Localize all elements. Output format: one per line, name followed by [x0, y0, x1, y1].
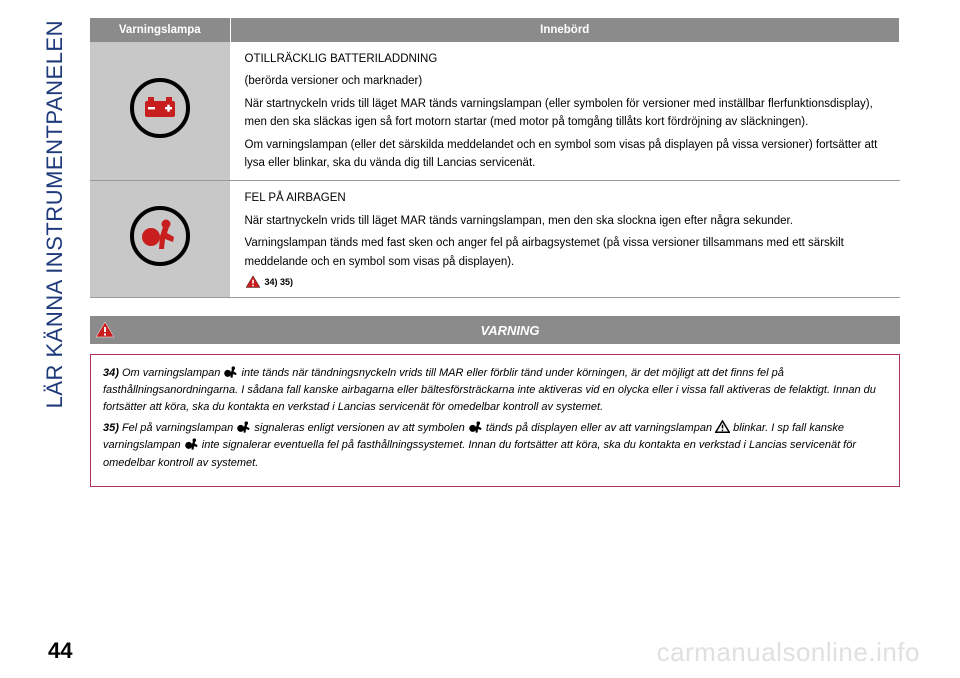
warning-triangle-icon [95, 321, 115, 339]
airbag-warning-icon [129, 205, 191, 267]
watermark: carmanualsonline.info [657, 637, 920, 668]
lamp-icon-cell [90, 181, 230, 298]
desc-title: FEL PÅ AIRBAGEN [245, 189, 886, 207]
notice-text: Om varningslampan [119, 367, 224, 379]
lamp-desc-cell: FEL PÅ AIRBAGEN När startnyckeln vrids t… [230, 181, 900, 298]
col-header-lamp: Varningslampa [90, 18, 230, 42]
desc-block: OTILLRÄCKLIG BATTERILADDNING (berörda ve… [245, 50, 886, 172]
triangle-glyph-icon [715, 420, 730, 434]
table-header-row: Varningslampa Innebörd [90, 18, 900, 42]
warning-banner: VARNING [90, 316, 900, 344]
notice-text: signaleras enligt versionen av att symbo… [251, 422, 467, 434]
lamp-icon-cell [90, 42, 230, 181]
notice-item: 34) Om varningslampan inte tänds när tän… [103, 365, 887, 416]
notice-ref: 35) [103, 422, 119, 434]
desc-body: Varningslampan tänds med fast sken och a… [245, 234, 886, 271]
desc-block: FEL PÅ AIRBAGEN När startnyckeln vrids t… [245, 189, 886, 289]
page-number: 44 [48, 638, 72, 664]
lamp-desc-cell: OTILLRÄCKLIG BATTERILADDNING (berörda ve… [230, 42, 900, 181]
col-header-meaning: Innebörd [230, 18, 900, 42]
desc-body: Om varningslampan (eller det särskilda m… [245, 136, 886, 173]
warning-banner-icon-wrap [90, 321, 120, 339]
notice-text: tänds på displayen eller av att varnings… [483, 422, 715, 434]
airbag-glyph-icon [236, 420, 251, 434]
ref-numbers: 34) 35) [265, 275, 294, 289]
desc-title: OTILLRÄCKLIG BATTERILADDNING [245, 50, 886, 68]
inline-ref: 34) 35) [245, 275, 886, 289]
desc-subtitle: (berörda versioner och marknader) [245, 72, 886, 90]
desc-body: När startnyckeln vrids till läget MAR tä… [245, 95, 886, 132]
notice-item: 35) Fel på varningslampan signaleras enl… [103, 420, 887, 471]
section-title-vertical: LÄR KÄNNA INSTRUMENTPANELEN [42, 20, 68, 408]
table-row: FEL PÅ AIRBAGEN När startnyckeln vrids t… [90, 181, 900, 298]
airbag-glyph-icon [468, 420, 483, 434]
battery-warning-icon [129, 77, 191, 139]
notice-text: inte signalerar eventuella fel på fasthå… [103, 439, 856, 468]
notice-box: 34) Om varningslampan inte tänds när tän… [90, 354, 900, 486]
notice-text: Fel på varningslampan [119, 422, 236, 434]
desc-body: När startnyckeln vrids till läget MAR tä… [245, 212, 886, 230]
manual-page: LÄR KÄNNA INSTRUMENTPANELEN Varningslamp… [0, 0, 960, 678]
airbag-glyph-icon [184, 437, 199, 451]
warning-lamp-table: Varningslampa Innebörd [90, 18, 900, 298]
warning-triangle-icon [245, 275, 261, 289]
notice-ref: 34) [103, 367, 119, 379]
warning-banner-label: VARNING [120, 323, 900, 338]
airbag-glyph-icon [223, 365, 238, 379]
table-row: OTILLRÄCKLIG BATTERILADDNING (berörda ve… [90, 42, 900, 181]
